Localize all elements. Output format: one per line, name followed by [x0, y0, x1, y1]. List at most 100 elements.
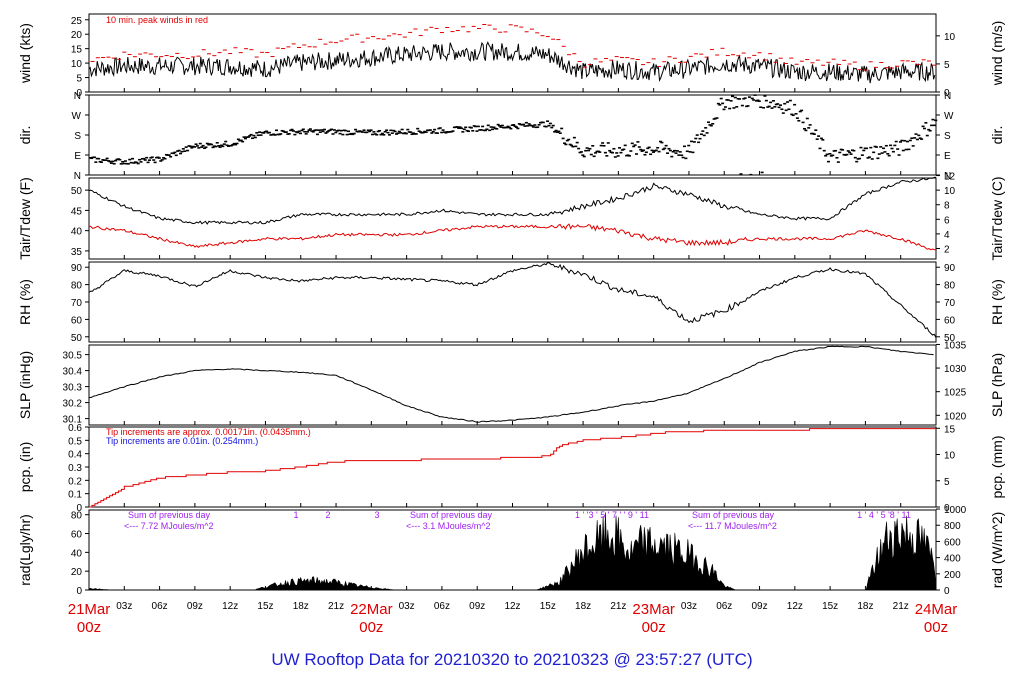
rad-hour-marker: 1: [293, 510, 298, 520]
rh-frame: [88, 261, 937, 343]
rh-right-tick-label: 90: [944, 263, 956, 274]
dir-right-tick-label: E: [944, 151, 951, 162]
x-day-hour-label: 00z: [359, 619, 383, 636]
x-hour-tick-label: 06z: [434, 601, 450, 612]
wind-peak-note: 10 min. peak winds in red: [106, 15, 208, 25]
temp-right-tick-label: 2: [944, 244, 950, 255]
rad-sum-title: Sum of previous day: [410, 510, 493, 520]
dew-point-line: [88, 223, 937, 251]
x-hour-tick-label: 12z: [504, 601, 520, 612]
rad-left-tick-label: 80: [71, 511, 83, 522]
rad-hour-marker: 3: [374, 510, 379, 520]
x-hour-tick-label: 03z: [681, 601, 697, 612]
wind-right-tick-label: 5: [944, 60, 950, 71]
rad-frame: [88, 509, 937, 591]
pcp-left-tick-label: 0.4: [68, 450, 82, 461]
pcp-note-blue: Tip increments are 0.01in. (0.254mm.): [106, 436, 258, 446]
slp-ylabel-left: SLP (inHg): [17, 351, 33, 419]
pcp-left-tick-label: 0.1: [68, 490, 82, 501]
wind-speed-line: [88, 41, 936, 84]
rh-left-tick-label: 80: [71, 281, 83, 292]
x-hour-tick-label: 21z: [610, 601, 626, 612]
rh-right-tick-label: 70: [944, 298, 956, 309]
x-hour-tick-label: 12z: [222, 601, 238, 612]
rad-right-tick-label: 600: [944, 537, 961, 548]
x-hour-tick-label: 06z: [152, 601, 168, 612]
rh-left-tick-label: 70: [71, 298, 83, 309]
x-day-date-label: 24Mar: [915, 601, 958, 618]
x-day-date-label: 23Mar: [632, 601, 675, 618]
slp-right-tick-label: 1020: [944, 411, 967, 422]
pcp-right-tick-label: 5: [944, 477, 950, 488]
rad-ylabel-right: rad (W/m^2): [989, 512, 1005, 589]
dir-left-tick-label: W: [72, 111, 82, 122]
x-hour-tick-label: 15z: [540, 601, 556, 612]
wind-left-tick-label: 10: [71, 59, 83, 70]
pcp-ylabel-left: pcp. (in): [17, 442, 33, 493]
temp-right-tick-label: 6: [944, 215, 950, 226]
wind-right-tick-label: 10: [944, 32, 956, 43]
wind-ylabel-right: wind (m/s): [989, 21, 1005, 87]
wind-left-tick-label: 5: [76, 74, 82, 85]
pcp-left-tick-label: 0: [76, 503, 82, 514]
x-hour-tick-label: 15z: [822, 601, 838, 612]
rad-left-tick-label: 60: [71, 530, 83, 541]
temp-right-tick-label: 4: [944, 230, 950, 241]
slp-left-tick-label: 30.3: [63, 383, 83, 394]
temp-frame: [88, 177, 937, 260]
slp-right-tick-label: 1035: [944, 340, 967, 351]
slp-right-tick-label: 1030: [944, 364, 967, 375]
pcp-left-tick-label: 0.3: [68, 463, 82, 474]
rad-sum-title: Sum of previous day: [692, 510, 775, 520]
rad-right-tick-label: 400: [944, 554, 961, 565]
rad-sum-value: <--- 11.7 MJoules/m^2: [688, 521, 777, 531]
x-day-hour-label: 00z: [77, 619, 101, 636]
x-hour-tick-label: 15z: [257, 601, 273, 612]
x-day-date-label: 21Mar: [68, 601, 111, 618]
rad-hour-marker: 2: [325, 510, 330, 520]
pcp-right-tick-label: 10: [944, 451, 956, 462]
x-hour-tick-label: 06z: [716, 601, 732, 612]
temp-right-tick-label: 8: [944, 201, 950, 212]
temp-ylabel-right: Tair/Tdew (C): [989, 176, 1005, 260]
dir-ylabel-right: dir.: [989, 126, 1005, 145]
temp-right-tick-label: 10: [944, 186, 956, 197]
temp-left-tick-label: 45: [71, 206, 83, 217]
dir-right-tick-label: N: [944, 91, 951, 102]
temp-right-tick-label: 12: [944, 172, 956, 183]
x-hour-tick-label: 09z: [187, 601, 203, 612]
rad-hour-markers-day3: 1 ' '3 ' 5 ' 7 ' ' 9 ' 11: [575, 510, 649, 520]
x-hour-tick-label: 18z: [293, 601, 309, 612]
slp-frame: [88, 344, 937, 426]
dir-left-tick-label: S: [74, 131, 81, 142]
slp-right-tick-label: 1025: [944, 388, 967, 399]
dir-left-tick-label: E: [74, 151, 81, 162]
rh-left-tick-label: 90: [71, 263, 83, 274]
x-hour-tick-label: 21z: [893, 601, 909, 612]
pcp-ylabel-right: pcp. (mm): [989, 436, 1005, 499]
x-hour-tick-label: 12z: [787, 601, 803, 612]
wind-left-tick-label: 15: [71, 45, 83, 56]
temp-left-tick-label: 35: [71, 247, 83, 258]
wind-left-tick-label: 0: [76, 88, 82, 99]
meteogram-svg: wind (kts) wind (m/s) dir. dir. Tair/Tdew (F…: [17, 13, 1005, 636]
x-hour-tick-label: 18z: [575, 601, 591, 612]
wind-left-tick-label: 20: [71, 30, 83, 41]
wind-right-tick-label: 0: [944, 88, 950, 99]
pcp-right-tick-label: 15: [944, 424, 956, 435]
rh-right-tick-label: 50: [944, 333, 956, 344]
dir-left-tick-label: N: [74, 91, 81, 102]
rad-sum-title: Sum of previous day: [128, 510, 211, 520]
rad-right-tick-label: 200: [944, 570, 961, 581]
rh-ylabel-left: RH (%): [17, 279, 33, 325]
x-hour-tick-label: 18z: [857, 601, 873, 612]
dir-frame: [88, 94, 937, 176]
rad-sum-value: <--- 7.72 MJoules/m^2: [124, 521, 214, 531]
x-hour-tick-label: 03z: [399, 601, 415, 612]
rh-left-tick-label: 50: [71, 333, 83, 344]
footer-title: UW Rooftop Data for 20210320 to 20210323…: [271, 650, 753, 669]
slp-ylabel-right: SLP (hPa): [989, 353, 1005, 417]
pcp-note-red: Tip increments are approx. 0.00171in. (0…: [106, 427, 311, 437]
dir-right-tick-label: N: [944, 171, 951, 182]
x-day-date-label: 22Mar: [350, 601, 393, 618]
